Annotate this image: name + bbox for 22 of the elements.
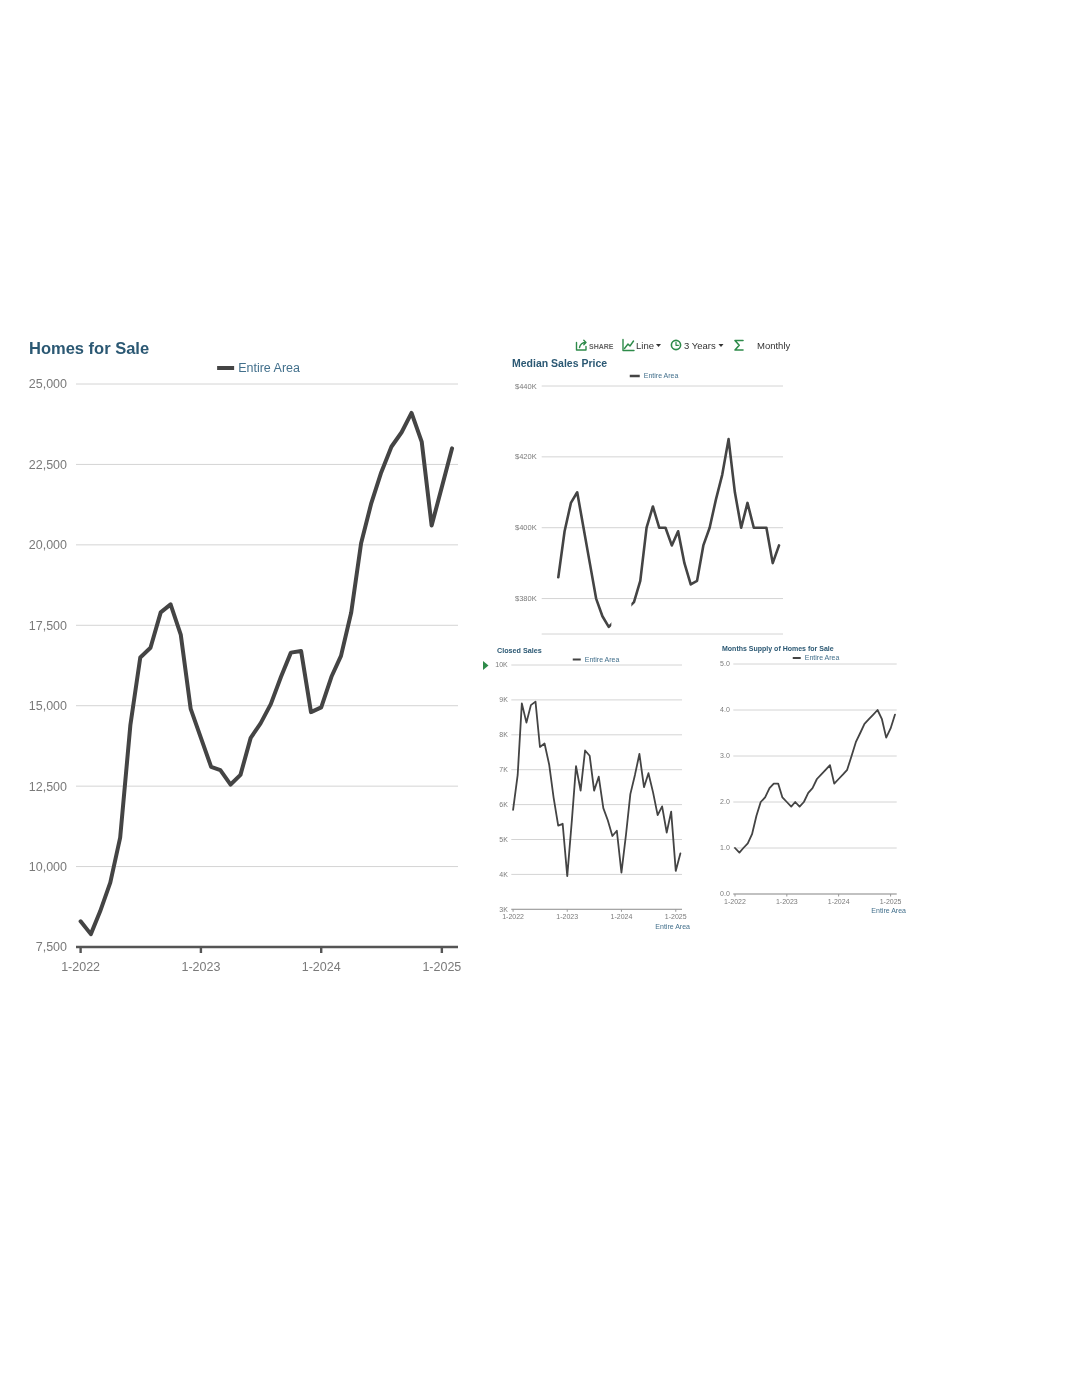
text: Line — [636, 340, 654, 351]
text: Monthly — [757, 340, 791, 351]
y-tick-label: 15,000 — [28, 699, 68, 714]
line-series — [556, 437, 781, 629]
x-tick-label: 1-2024 — [301, 960, 341, 974]
x-tick-label: 1-2023 — [181, 960, 221, 974]
y-tick-label: 7,500 — [35, 940, 68, 955]
line-series — [512, 700, 682, 878]
y-tick-label: 17,500 — [28, 618, 68, 633]
chart-title: Median Sales Price — [512, 357, 608, 369]
chart-title: Homes for Sale — [29, 339, 150, 357]
y-tick-label: 12,500 — [28, 779, 68, 794]
x-tick-label: 1-2022 — [61, 960, 101, 974]
legend-label: Entire Area — [238, 361, 301, 376]
y-tick-label: 10,000 — [28, 859, 68, 874]
y-tick-label: 22,500 — [28, 457, 68, 472]
y-tick-label: 25,000 — [28, 377, 68, 392]
line-series — [78, 410, 455, 937]
text: 3 Years — [684, 340, 716, 351]
x-tick-label: 1-2025 — [422, 960, 462, 974]
y-tick-label: 20,000 — [28, 538, 68, 553]
line-series — [734, 709, 896, 854]
